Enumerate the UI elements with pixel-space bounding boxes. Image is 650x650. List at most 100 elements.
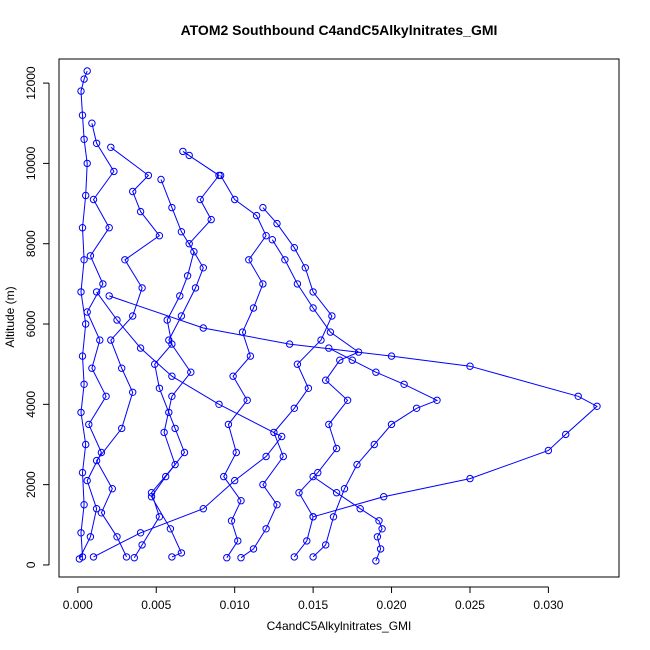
data-point [160,428,168,437]
data-point [574,392,582,400]
data-point [227,517,236,525]
data-point [105,224,113,232]
data-point [317,336,325,344]
data-point [92,288,101,296]
data-point [77,529,85,537]
series-line [109,295,598,518]
data-point [380,493,388,501]
x-tick-label: 0.010 [220,598,250,612]
data-point [215,400,223,408]
y-axis: 0 2000 4000 6000 8000 10000 12000 [24,66,50,568]
data-point [166,525,175,533]
data-point [147,493,156,501]
data-point [162,472,170,481]
data-point [223,554,231,562]
data-point [249,545,258,553]
series-line [220,175,267,558]
data-point [328,312,336,320]
y-tick-label: 4000 [24,391,38,418]
data-point [190,248,198,256]
data-point [562,430,570,439]
data-point [309,304,317,312]
data-point [262,232,270,240]
data-point [353,460,361,469]
data-point [129,187,137,196]
data-point [177,228,186,236]
data-point [113,316,121,324]
data-point [157,175,165,184]
data-point [309,513,317,521]
data-point [97,509,106,517]
data-point [107,336,115,344]
data-point [177,549,186,557]
data-point [322,376,330,384]
data-point [279,452,287,461]
data-point [348,356,356,364]
data-point [92,139,101,148]
data-point [278,432,286,441]
data-point [243,396,251,404]
data-point [309,553,317,561]
data-point [290,404,298,412]
data-point [138,541,146,549]
series-line [80,70,88,557]
data-point [207,215,215,224]
data-point [301,264,309,272]
data-point [246,352,255,360]
data-point [86,252,95,260]
data-point [325,420,333,429]
data-point [199,505,208,513]
data-point [105,292,113,300]
y-tick-label: 2000 [24,471,38,498]
data-point [113,533,121,541]
data-point [88,364,96,372]
data-point [387,352,396,360]
series-line [312,476,383,562]
data-point [332,444,341,453]
data-point [270,428,278,437]
data-point [83,159,91,168]
plot-frame [58,58,620,578]
data-point [216,171,225,180]
data-point [121,256,129,264]
data-point [179,147,187,156]
data-point [466,362,474,370]
data-point [293,360,302,368]
data-point [144,171,153,180]
data-point [77,288,85,296]
data-point [96,336,104,344]
data-point [77,408,85,417]
data-point [336,356,344,364]
series-6 [216,171,270,562]
series-line [93,291,283,558]
data-point [118,364,126,372]
data-point [180,448,189,457]
data-point [155,232,164,240]
data-point [155,513,164,521]
data-point [171,460,179,469]
x-tick-label: 0.020 [377,598,407,612]
data-point [378,525,386,533]
data-point [304,384,313,392]
data-point [82,440,90,449]
series-11 [105,292,601,521]
data-point [370,440,378,449]
data-point [185,151,193,160]
data-point [322,541,330,549]
y-tick-label: 8000 [24,230,38,257]
data-point [80,256,88,264]
data-point [163,316,171,324]
data-point [231,476,239,485]
series-line [240,207,333,559]
data-point [290,244,298,252]
y-axis-label: Altitude (m) [3,286,17,347]
data-point [237,497,245,505]
data-point [268,236,276,244]
data-point [314,468,322,477]
series-1 [77,67,91,561]
x-tick-label: 0.025 [455,598,485,612]
data-point [273,219,281,228]
data-point [129,388,137,396]
y-tick-label: 0 [24,561,38,568]
